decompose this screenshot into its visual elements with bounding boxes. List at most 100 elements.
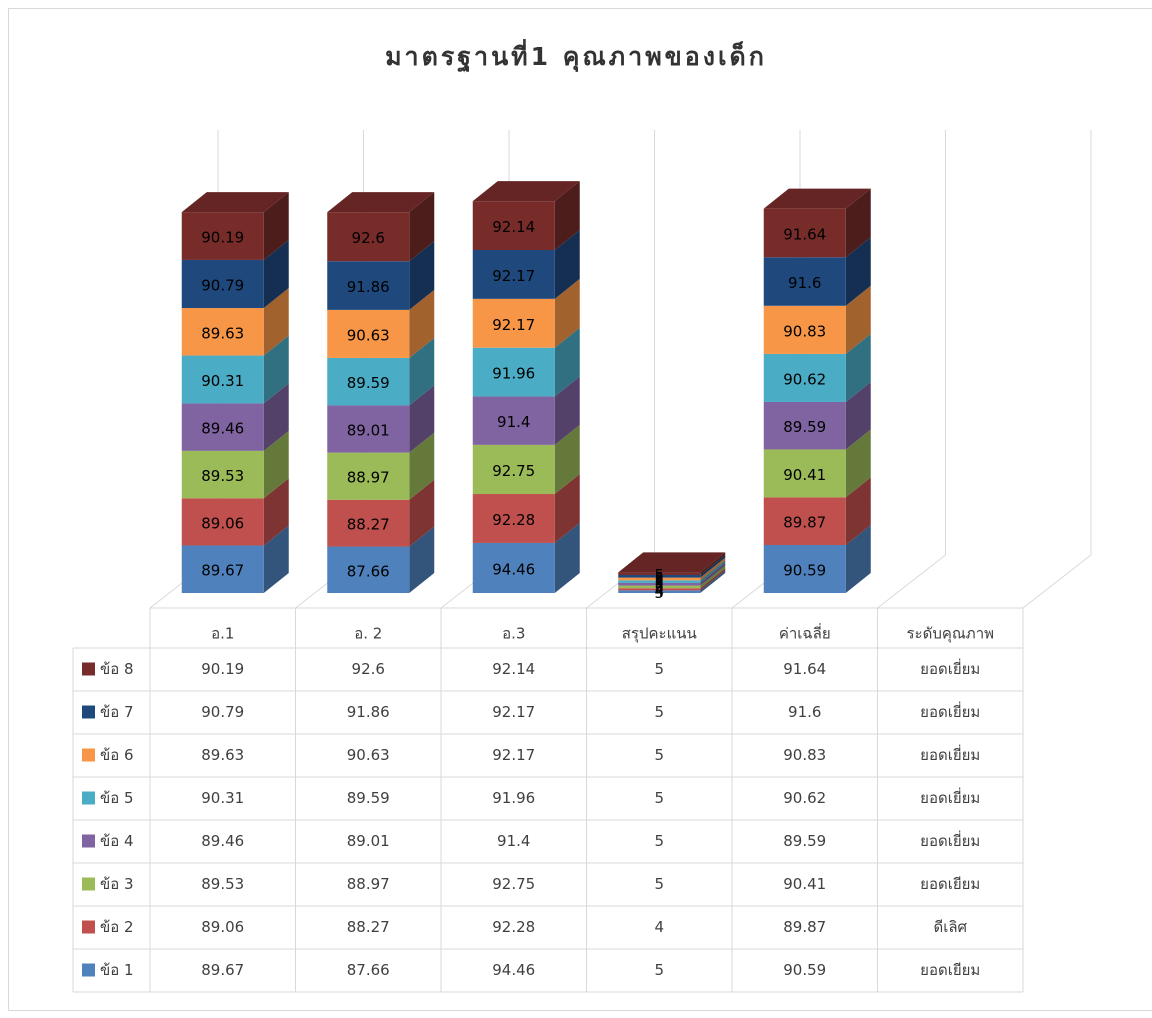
table-cell: 91.4 (497, 832, 530, 850)
floor-line (1022, 554, 1092, 609)
data-label: 5 (654, 577, 664, 595)
table-cell: 89.67 (201, 961, 244, 979)
bar-side (700, 557, 726, 581)
data-label: 5 (654, 569, 664, 587)
data-label: 92.75 (492, 462, 535, 480)
legend-swatch (82, 963, 95, 977)
table-cell: 90.62 (783, 789, 826, 807)
bar-side (700, 554, 726, 578)
bar (181, 450, 264, 499)
data-label: 91.64 (783, 225, 826, 243)
bar (618, 572, 701, 575)
data-label: 4 (654, 582, 664, 600)
bar (618, 580, 701, 583)
table-cell: 90.59 (783, 961, 826, 979)
table-cell: 89.46 (201, 832, 244, 850)
bar (181, 355, 264, 404)
chart-title: มาตรฐานที่1 คุณภาพของเด็ก (385, 39, 767, 73)
bar-side (263, 239, 289, 309)
bar-side (700, 565, 726, 589)
bar-top (618, 552, 726, 573)
bar (618, 585, 701, 589)
data-label: 90.31 (201, 372, 244, 390)
column-header: อ.1 (211, 625, 234, 643)
data-label: 90.63 (347, 326, 390, 344)
bar (472, 396, 555, 445)
bar-side (845, 381, 871, 450)
bar-side (409, 526, 435, 593)
bar-side (845, 429, 871, 498)
quality-cell: ยอดเยียม (920, 961, 980, 979)
bar (763, 305, 846, 354)
table-cell: 91.6 (788, 703, 821, 721)
bar-side (845, 237, 871, 306)
table-cell: 90.31 (201, 789, 244, 807)
table-cell: 92.6 (352, 660, 385, 678)
table-cell: 5 (654, 832, 664, 850)
bar-side (409, 241, 435, 310)
data-label: 90.19 (201, 229, 244, 247)
legend-swatch (82, 920, 95, 934)
bar (618, 588, 701, 591)
bar (618, 574, 701, 578)
bar-side (700, 562, 726, 586)
bar-side (409, 192, 435, 262)
bar-side (700, 560, 726, 583)
legend-swatch (82, 662, 95, 676)
table-cell: 92.14 (492, 660, 535, 678)
table-cell: 92.75 (492, 875, 535, 893)
data-label: 90.41 (783, 466, 826, 484)
bar (618, 582, 701, 586)
bar (327, 499, 410, 547)
data-label: 90.83 (783, 322, 826, 340)
bar (181, 308, 264, 356)
data-label: 92.17 (492, 267, 535, 285)
bar (327, 546, 410, 593)
table-cell: 92.17 (492, 703, 535, 721)
bar-top (763, 188, 871, 209)
bar-side (554, 424, 580, 495)
table-cell: 89.06 (201, 918, 244, 936)
legend-label: ข้อ 6 (100, 746, 134, 764)
bar (472, 347, 555, 397)
bar (181, 259, 264, 309)
bar (472, 494, 555, 543)
table-cell: 5 (654, 660, 664, 678)
quality-cell: ยอดเยี่ยม (920, 701, 980, 721)
quality-cell: ยอดเยียม (920, 875, 980, 893)
bar (327, 309, 410, 358)
bar (763, 401, 846, 450)
bar (327, 357, 410, 406)
table-cell: 90.63 (347, 746, 390, 764)
data-label: 5 (654, 579, 664, 597)
bar-side (845, 333, 871, 402)
table-cell: 5 (654, 703, 664, 721)
table-cell: 5 (654, 789, 664, 807)
bar (763, 353, 846, 402)
table-cell: 89.53 (201, 875, 244, 893)
table-cell: 92.17 (492, 746, 535, 764)
bar (472, 542, 555, 593)
legend-label: ข้อ 8 (100, 660, 134, 678)
legend-label: ข้อ 2 (100, 918, 134, 936)
bar-side (554, 474, 580, 543)
table-cell: 88.27 (347, 918, 390, 936)
column-header: อ.3 (502, 625, 525, 643)
data-label: 90.59 (783, 561, 826, 579)
data-label: 91.86 (347, 278, 390, 296)
bar (763, 497, 846, 545)
legend-swatch (82, 748, 95, 762)
bar-side (263, 525, 289, 593)
legend-swatch (82, 705, 95, 719)
bar-side (263, 430, 289, 499)
table-cell: 87.66 (347, 961, 390, 979)
table-cell: 94.46 (492, 961, 535, 979)
legend-label: ข้อ 7 (100, 703, 134, 721)
bar-side (554, 278, 580, 348)
bar (472, 444, 555, 495)
floor-line (877, 554, 946, 609)
chart-border (8, 8, 1152, 1011)
bar (472, 201, 555, 250)
bar-side (263, 192, 289, 260)
